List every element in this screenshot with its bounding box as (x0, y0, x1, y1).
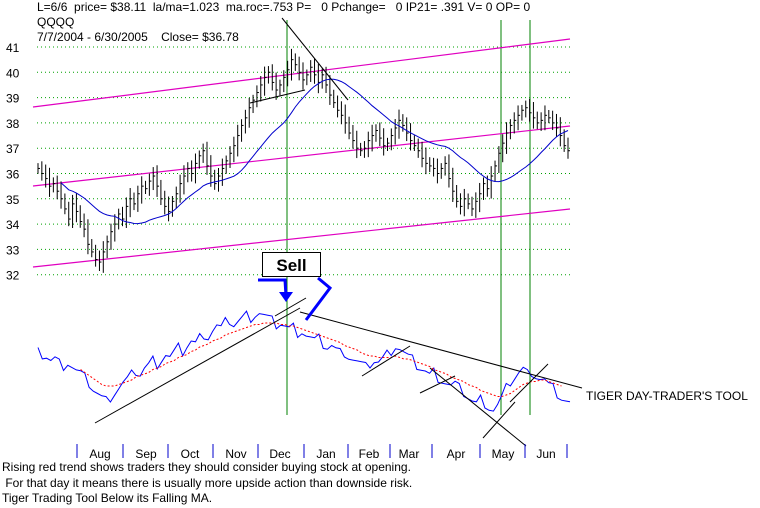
y-tick-label: 36 (6, 168, 20, 182)
tool-line (37, 310, 571, 412)
month-label: Oct (181, 447, 200, 461)
month-label: Aug (89, 447, 110, 461)
note-line-2: For that day it means there is usually m… (2, 476, 413, 490)
price-bars (37, 48, 570, 273)
trend-lines (249, 17, 349, 104)
tool-moving-average (80, 322, 562, 397)
y-tick-label: 33 (6, 243, 20, 257)
sell-arrow-shaft (258, 278, 288, 297)
month-label: May (492, 447, 515, 461)
moving-average-line (60, 78, 569, 225)
month-label: Feb (359, 447, 380, 461)
y-tick-label: 40 (6, 66, 20, 80)
sell-arrowhead (279, 292, 293, 302)
month-label: Jun (536, 447, 555, 461)
tiger-tool-panel (37, 297, 583, 447)
month-label: Dec (269, 447, 290, 461)
y-tick-label: 35 (6, 193, 20, 207)
tool-trendline (482, 401, 516, 439)
tool-trendline (509, 363, 549, 403)
price-trendline (249, 89, 306, 104)
note-line-1: Rising red trend shows traders they shou… (2, 460, 411, 474)
tool-trendline (419, 375, 456, 394)
y-tick-label: 38 (6, 117, 20, 131)
month-axis: Aug Sep Oct Nov Dec Jan Feb Mar Apr May Jun (76, 444, 568, 461)
tool-trendline (274, 297, 307, 317)
y-tick-label: 32 (6, 269, 20, 283)
tiger-tool-label: TIGER DAY-TRADER'S TOOL (586, 389, 748, 403)
month-label: Mar (399, 447, 420, 461)
sell-arrow-hook (304, 276, 333, 321)
tool-trendline (361, 345, 411, 377)
tool-trendline (429, 367, 527, 447)
vertical-markers (286, 20, 531, 415)
note-line-3: Tiger Trading Tool Below its Falling MA. (2, 491, 213, 505)
channel-line (32, 38, 571, 108)
y-tick-label: 39 (6, 92, 20, 106)
price-axis-labels: 32 33 34 35 36 37 38 39 40 41 (6, 41, 20, 283)
sell-signal-label: Sell (262, 252, 321, 277)
month-label: Apr (447, 447, 466, 461)
y-tick-label: 37 (6, 142, 20, 156)
y-tick-label: 41 (6, 41, 20, 55)
tool-trendline (94, 307, 301, 424)
price-trendline (281, 17, 349, 101)
channel-line (32, 208, 571, 268)
header-stats: L=6/6 price= $38.11 la/ma=1.023 ma.roc=.… (37, 0, 531, 14)
month-label: Sep (135, 447, 157, 461)
month-label: Nov (225, 447, 246, 461)
sell-arrow (258, 276, 333, 321)
trend-channel-lines (32, 38, 571, 268)
tool-trendline (299, 311, 583, 389)
date-range-close: 7/7/2004 - 6/30/2005 Close= $36.78 (37, 30, 239, 44)
y-tick-label: 34 (6, 218, 20, 232)
ticker-symbol: QQQQ (37, 15, 75, 29)
channel-line (32, 125, 571, 187)
month-label: Jan (316, 447, 335, 461)
